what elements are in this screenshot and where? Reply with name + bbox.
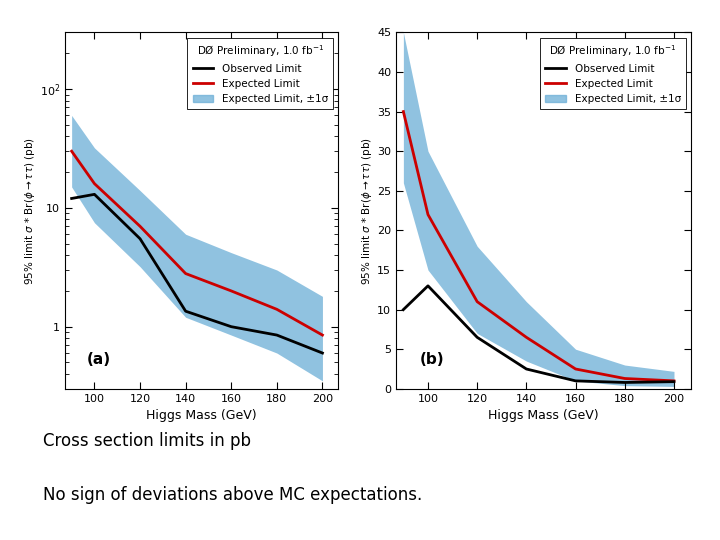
Text: Cross section limits in pb: Cross section limits in pb [43,432,251,450]
Text: No sign of deviations above MC expectations.: No sign of deviations above MC expectati… [43,486,423,504]
Text: (a): (a) [86,353,111,367]
Y-axis label: 95% limit $\sigma$ * Br($\phi$$\rightarrow$$\tau\tau$) (pb): 95% limit $\sigma$ * Br($\phi$$\rightarr… [360,137,374,285]
Legend: Observed Limit, Expected Limit, Expected Limit, ±1σ: Observed Limit, Expected Limit, Expected… [187,38,333,110]
X-axis label: Higgs Mass (GeV): Higgs Mass (GeV) [146,409,257,422]
X-axis label: Higgs Mass (GeV): Higgs Mass (GeV) [488,409,599,422]
Legend: Observed Limit, Expected Limit, Expected Limit, ±1σ: Observed Limit, Expected Limit, Expected… [540,38,686,110]
Y-axis label: 95% limit $\sigma$ * Br($\phi$$\rightarrow$$\tau\tau$) (pb): 95% limit $\sigma$ * Br($\phi$$\rightarr… [23,137,37,285]
Text: (b): (b) [420,353,444,367]
